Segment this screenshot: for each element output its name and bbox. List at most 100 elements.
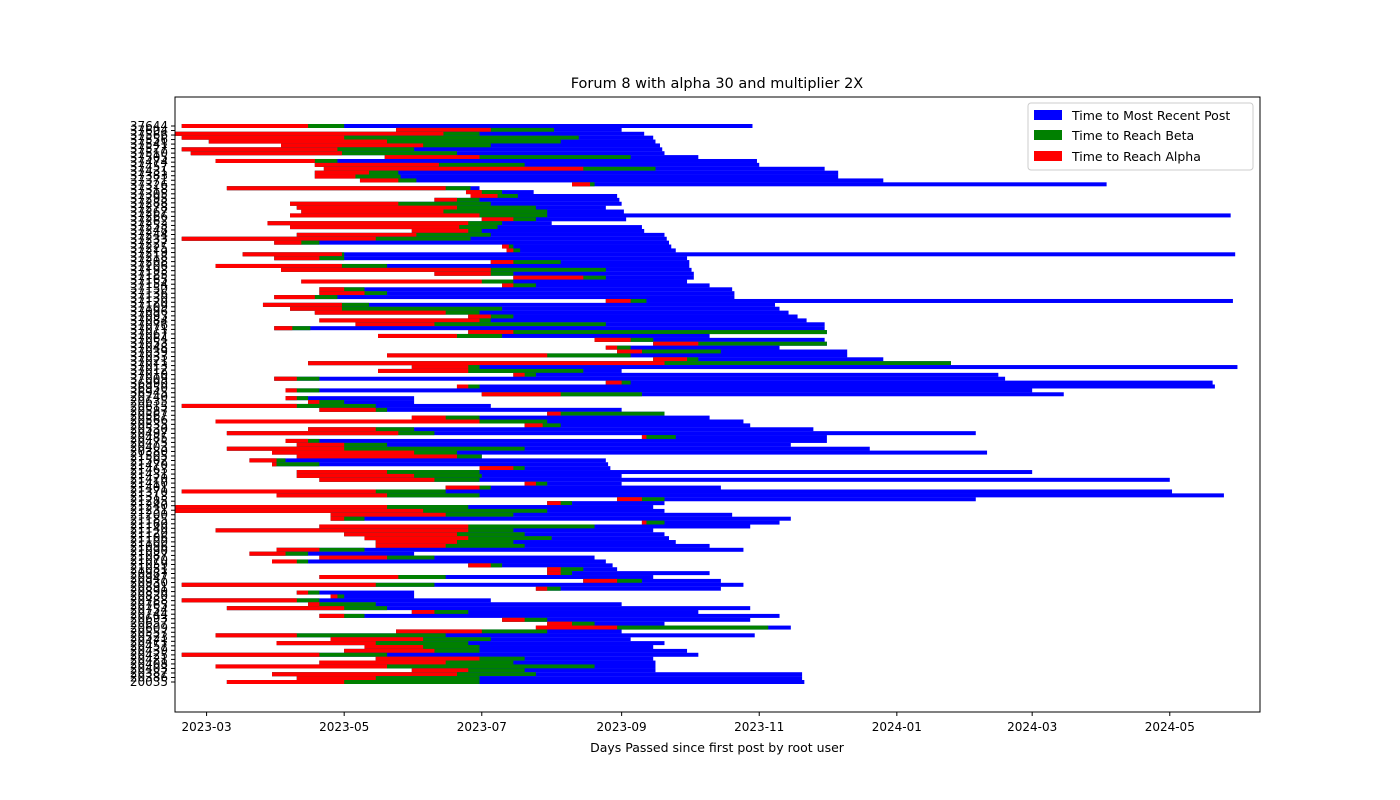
- y-tick-label: 37219: [130, 246, 168, 260]
- bar-alpha-20408: [215, 664, 388, 669]
- bar-beta-36950: [285, 388, 320, 393]
- bar-alpha-20744: [547, 621, 572, 626]
- y-tick-label: 20740: [130, 390, 168, 404]
- bar-alpha-21059: [583, 578, 618, 583]
- legend-swatch-alpha: [1034, 151, 1062, 161]
- bar-alpha-36840: [296, 454, 457, 459]
- y-tick-label: 21240: [130, 499, 168, 513]
- y-tick-label: 36950: [130, 381, 168, 395]
- y-tick-label: 37193: [130, 264, 168, 278]
- y-tick-label: 20425: [130, 648, 168, 662]
- bar-recent-21059: [583, 578, 721, 583]
- x-tick-label: 2023-03: [182, 720, 232, 734]
- bar-alpha-37556: [208, 139, 388, 144]
- y-tick-label: 37033: [130, 350, 168, 364]
- bar-alpha-20947: [296, 590, 309, 595]
- bar-recent-21051: [181, 582, 744, 587]
- bar-alpha-36896: [215, 419, 480, 424]
- bar-recent-36853: [296, 442, 791, 447]
- bar-recent-21470: [181, 489, 1173, 494]
- bar-alpha-20403: [411, 668, 469, 673]
- y-tick-label: 37225: [130, 241, 168, 255]
- y-tick-label: 37076: [130, 318, 168, 332]
- y-tick-label: 21502: [130, 454, 168, 468]
- bar-alpha-37326: [290, 201, 399, 206]
- y-tick-label: 37021: [130, 354, 168, 368]
- bar-recent-21100: [319, 555, 595, 560]
- bar-recent-37012: [411, 365, 1238, 370]
- y-tick-label: 37278: [130, 200, 168, 214]
- y-tick-label: 21087: [130, 548, 168, 562]
- bar-alpha-37566: [181, 135, 345, 140]
- bar-alpha-37248: [274, 240, 302, 245]
- bar-alpha-36835: [249, 458, 277, 463]
- y-tick-label: 37556: [130, 133, 168, 147]
- bar-alpha-36570: [296, 470, 388, 475]
- bar-recent-21491: [445, 485, 721, 490]
- bar-alpha-21313: [330, 516, 345, 521]
- y-tick-label: 37474: [130, 155, 168, 169]
- bar-recent-37076: [274, 326, 825, 331]
- legend-swatch-beta: [1034, 130, 1062, 140]
- bar-alpha-37021: [653, 357, 688, 362]
- bar-beta-37566: [181, 135, 579, 140]
- bar-alpha-36939: [285, 396, 297, 401]
- bar-alpha-37064: [594, 337, 631, 342]
- y-tick-label: 20891: [130, 580, 168, 594]
- y-tick-label: 20387: [130, 666, 168, 680]
- y-tick-label: 37227: [130, 237, 168, 251]
- bar-alpha-36873: [226, 431, 399, 436]
- y-tick-label: 37218: [130, 250, 168, 264]
- y-tick-label: 20557: [130, 625, 168, 639]
- bar-alpha-37371: [434, 197, 457, 202]
- y-tick-label: 37039: [130, 345, 168, 359]
- bar-beta-37120: [290, 306, 503, 311]
- bar-alpha-37033: [387, 353, 548, 358]
- y-tick-label: 37244: [130, 227, 168, 241]
- bar-recent-37266: [411, 228, 645, 233]
- y-tick-label: 20530: [130, 422, 168, 436]
- y-tick-label: 20386: [130, 670, 168, 684]
- y-tick-label: 20035: [130, 675, 168, 689]
- bar-recent-21285: [641, 520, 780, 525]
- x-tick-label: 2023-09: [597, 720, 647, 734]
- bar-recent-37248: [274, 240, 669, 245]
- x-tick-label: 2023-05: [319, 720, 369, 734]
- bar-beta-21313: [330, 516, 365, 521]
- bar-recent-21313: [330, 516, 791, 521]
- bar-recent-36825: [479, 466, 611, 471]
- bar-recent-21140: [375, 543, 710, 548]
- bar-alpha-21491: [445, 485, 480, 490]
- bar-alpha-37464: [359, 178, 399, 183]
- bar-recent-37474: [314, 170, 839, 175]
- bar-alpha-37165: [319, 287, 345, 292]
- bar-alpha-37233: [506, 248, 514, 253]
- bar-alpha-37288: [481, 217, 514, 222]
- y-tick-label: 20765: [130, 598, 168, 612]
- bar-alpha-37305: [301, 209, 444, 214]
- bar-recent-20439: [181, 652, 699, 657]
- y-tick-label: 37208: [130, 255, 168, 269]
- bar-recent-37120: [290, 306, 780, 311]
- y-tick-label: 20635: [130, 395, 168, 409]
- y-tick-label: 37510: [130, 146, 168, 160]
- bar-recent-20987: [535, 586, 721, 591]
- y-tick-label: 20535: [130, 417, 168, 431]
- bar-beta-37053: [653, 341, 827, 346]
- bar-recent-37182: [502, 283, 710, 288]
- bar-recent-20387: [272, 672, 803, 677]
- bar-alpha-20471: [364, 645, 424, 650]
- bar-alpha-20788: [411, 610, 435, 615]
- bar-alpha-37096: [468, 314, 491, 319]
- bar-alpha-36855: [285, 438, 309, 443]
- bar-beta-37513: [384, 155, 631, 160]
- bar-recent-37021: [653, 357, 884, 362]
- bar-recent-20891: [181, 598, 491, 603]
- bar-recent-37064: [594, 337, 825, 342]
- bar-alpha-37527: [181, 147, 338, 152]
- bar-recent-20609: [215, 633, 755, 638]
- bar-alpha-37084: [355, 322, 435, 327]
- y-tick-label: 37109: [130, 300, 168, 314]
- bar-recent-37096: [468, 314, 798, 319]
- y-tick-label: 20987: [130, 567, 168, 581]
